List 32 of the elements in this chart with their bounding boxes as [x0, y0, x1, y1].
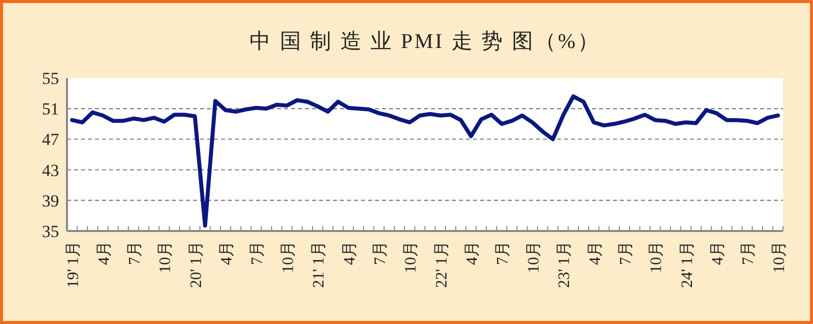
x-tick-label: 4月	[341, 241, 358, 265]
x-tick-label: 7月	[249, 241, 266, 265]
y-tick-label: 47	[42, 130, 60, 150]
x-tick-label: 4月	[218, 241, 236, 265]
chart-title: 中 国 制 造 业 PMI 走 势 图（%）	[250, 29, 600, 53]
x-tick-label: 7月	[740, 241, 758, 265]
x-tick-label: 24' 1月	[678, 241, 696, 288]
y-tick-label: 39	[42, 191, 59, 210]
x-tick-label: 10月	[157, 241, 174, 273]
x-tick-label: 21' 1月	[310, 241, 328, 288]
y-tick-label: 43	[42, 160, 59, 180]
x-tick-label: 19' 1月	[65, 241, 82, 288]
x-tick-label: 10月	[402, 241, 420, 273]
x-tick-label: 10月	[525, 241, 542, 273]
x-tick-label: 4月	[710, 241, 727, 265]
x-tick-label: 20' 1月	[188, 241, 205, 288]
x-tick-label: 7月	[126, 241, 144, 265]
y-tick-label: 55	[42, 69, 59, 88]
line-series	[70, 94, 780, 228]
x-tick-label: 7月	[372, 241, 389, 265]
x-tick-label: 4月	[464, 241, 482, 265]
x-tick-label: 4月	[586, 241, 604, 265]
x-tick-label: 7月	[617, 241, 634, 265]
y-tick-label: 35	[42, 222, 59, 241]
x-tick-label: 23' 1月	[556, 241, 574, 288]
y-tick-label: 51	[42, 100, 59, 119]
x-tick-label: 7月	[494, 241, 512, 265]
x-tick-label: 4月	[96, 241, 113, 265]
x-tick-label: 10月	[770, 241, 788, 273]
x-tick-label: 22' 1月	[433, 241, 450, 288]
x-tick-label: 10月	[648, 241, 666, 273]
x-tick-label: 10月	[280, 241, 297, 273]
